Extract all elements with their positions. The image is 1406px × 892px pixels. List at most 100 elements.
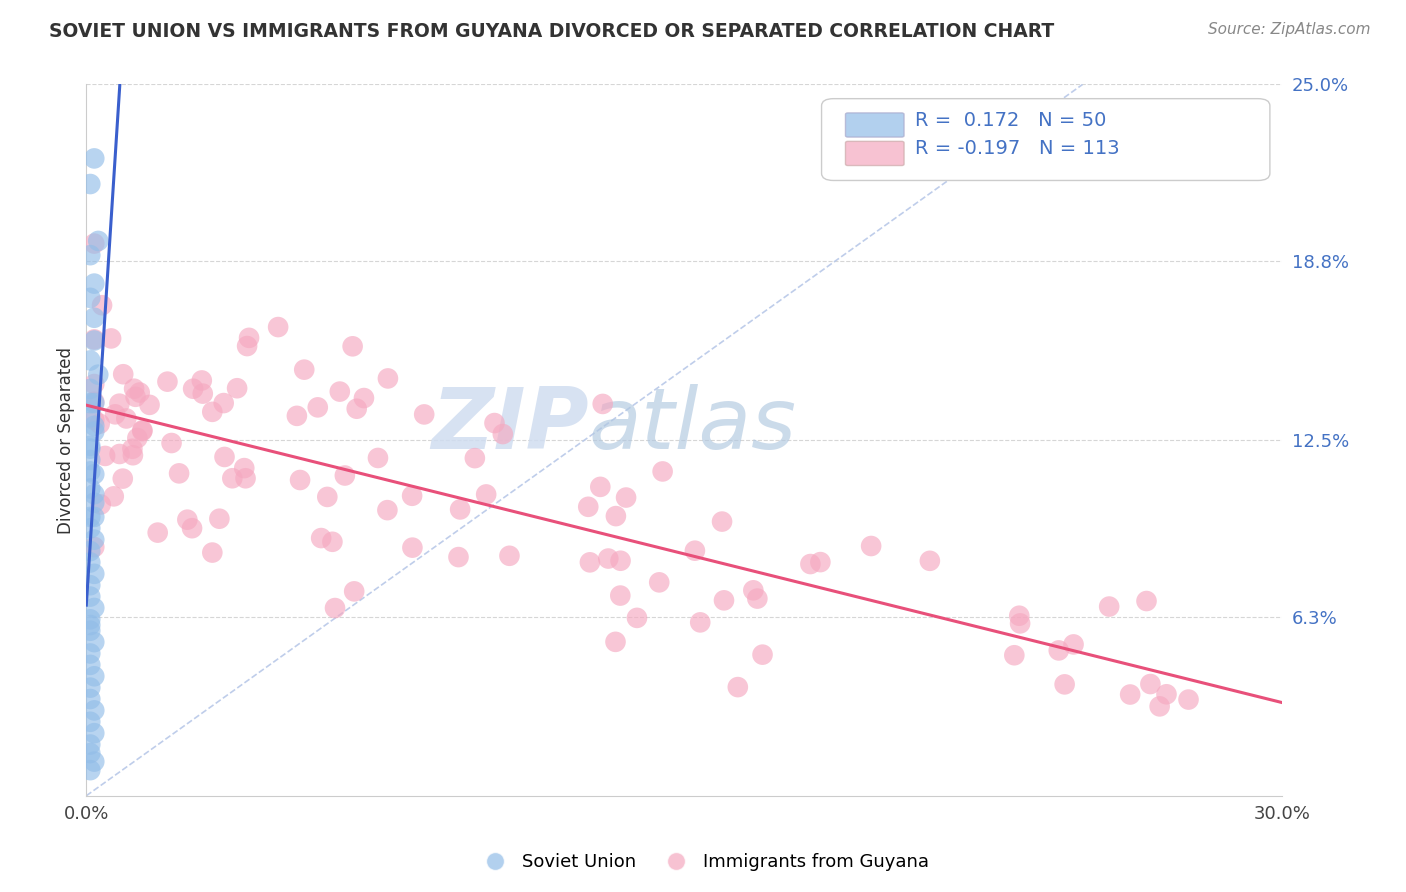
Point (1008, 608, 1031, 623)
Point (79, 248, 101, 262)
Point (83, 487, 105, 501)
Point (689, 615, 711, 630)
Point (83, 425, 105, 439)
Point (128, 385, 150, 400)
Point (83, 334, 105, 348)
Point (605, 509, 627, 524)
Point (79, 177, 101, 191)
Y-axis label: Divorced or Separated: Divorced or Separated (58, 347, 75, 533)
Point (79, 442, 101, 456)
Point (1135, 594, 1157, 608)
Point (683, 543, 706, 558)
Point (122, 382, 145, 396)
Point (83, 236, 105, 251)
Point (79, 396, 101, 410)
Point (579, 555, 602, 569)
Point (1053, 677, 1076, 691)
Point (1002, 648, 1025, 663)
Point (181, 382, 204, 396)
Point (131, 423, 153, 437)
Point (156, 375, 179, 389)
Point (83, 635, 105, 649)
Point (181, 521, 204, 535)
Point (267, 320, 290, 334)
Text: R =  0.172   N = 50: R = 0.172 N = 50 (915, 111, 1107, 129)
Point (167, 467, 190, 481)
Text: SOVIET UNION VS IMMIGRANTS FROM GUYANA DIVORCED OR SEPARATED CORRELATION CHART: SOVIET UNION VS IMMIGRANTS FROM GUYANA D… (49, 22, 1054, 41)
Point (233, 461, 256, 475)
Point (83, 703, 105, 717)
Point (589, 480, 612, 494)
Point (83, 467, 105, 482)
Point (103, 489, 125, 503)
Point (146, 525, 169, 540)
Point (79, 544, 101, 558)
Point (79, 714, 101, 729)
Point (131, 424, 153, 438)
Point (614, 491, 637, 505)
Point (711, 515, 734, 529)
Point (367, 450, 389, 465)
Point (208, 512, 231, 526)
FancyBboxPatch shape (821, 99, 1270, 180)
Point (94, 449, 117, 463)
Point (83, 413, 105, 427)
Point (1149, 699, 1171, 714)
Point (79, 618, 101, 632)
Point (333, 468, 356, 483)
Point (160, 436, 183, 450)
Point (83, 601, 105, 615)
Point (112, 368, 135, 382)
Point (79, 453, 101, 467)
Point (111, 472, 134, 486)
Point (87, 234, 110, 248)
Point (83, 566, 105, 581)
Point (83, 418, 105, 433)
Point (89, 417, 111, 431)
Point (83, 510, 105, 524)
Point (79, 590, 101, 604)
Point (808, 555, 831, 569)
Point (413, 408, 436, 422)
Point (377, 503, 399, 517)
Point (1047, 643, 1070, 657)
Point (1156, 687, 1178, 701)
Point (1177, 692, 1199, 706)
Point (377, 371, 399, 385)
Point (236, 339, 259, 353)
Point (235, 471, 257, 485)
Point (191, 374, 214, 388)
Point (747, 591, 769, 606)
Point (346, 401, 368, 416)
Point (79, 763, 101, 777)
Point (592, 397, 614, 411)
Point (91, 298, 114, 312)
Point (751, 648, 773, 662)
Point (221, 471, 243, 485)
Point (79, 657, 101, 672)
Point (83, 277, 105, 291)
Point (79, 692, 101, 706)
Point (104, 408, 127, 422)
Point (492, 427, 515, 442)
Point (79, 439, 101, 453)
Point (127, 431, 149, 445)
Point (122, 448, 145, 462)
Point (323, 601, 346, 615)
Point (292, 362, 315, 376)
Point (238, 331, 260, 345)
Point (316, 490, 339, 504)
Point (83, 152, 105, 166)
Point (83, 726, 105, 740)
Point (464, 451, 486, 466)
Point (79, 291, 101, 305)
Point (176, 513, 198, 527)
Point (79, 410, 101, 425)
Point (626, 611, 648, 625)
Point (100, 331, 122, 345)
Point (605, 635, 627, 649)
Point (648, 575, 671, 590)
Point (79, 510, 101, 524)
Point (79, 482, 101, 496)
Point (342, 339, 364, 353)
